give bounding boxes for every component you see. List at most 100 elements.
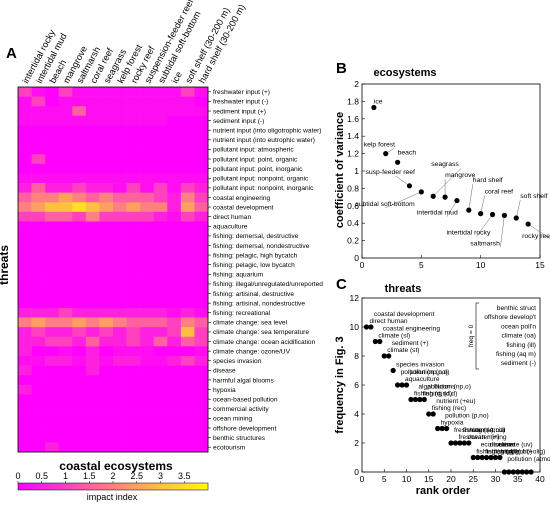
heatmap-cell [194, 403, 209, 414]
heatmap-cell [126, 173, 141, 184]
heatmap-cell [167, 442, 182, 453]
heatmap-cell [153, 432, 168, 443]
heatmap-cell [31, 125, 46, 136]
heatmap-cell [140, 365, 155, 376]
heatmap-cell [167, 250, 182, 261]
heatmap-cell [18, 307, 32, 318]
data-point [418, 189, 424, 195]
heatmap-cell [194, 231, 209, 241]
heatmap-cell [194, 135, 209, 145]
heatmap-cell [180, 355, 195, 366]
heatmap-cell [18, 327, 32, 338]
heatmap-cell [85, 413, 100, 424]
x-tick-label: 10 [402, 474, 412, 484]
heatmap-cell [194, 202, 209, 213]
heatmap-cell [153, 307, 168, 318]
heatmap-cell [180, 106, 195, 117]
point-label: pollution (atmo) [507, 456, 550, 463]
row-label: pollutant input: nonpoint, inorganic [213, 185, 314, 192]
heatmap-cell [85, 135, 100, 145]
heatmap-cell [45, 211, 60, 222]
heatmap-cell [45, 144, 60, 155]
data-point [461, 440, 467, 446]
zero-frequency-item: climate (oa) [502, 333, 536, 340]
data-point [363, 324, 370, 330]
heatmap-cell [58, 365, 73, 376]
heatmap-cell [180, 135, 195, 145]
heatmap-cell [31, 432, 46, 443]
heatmap-cell [126, 163, 141, 174]
heatmap-cell [99, 317, 114, 328]
heatmap-cell [45, 307, 60, 318]
heatmap-cell [18, 365, 32, 376]
panel-b-axes: 0 5 10 15 0 0.2 0.4 0.6 0.8 1 1.2 1.4 1.6 1.8 2 [347, 79, 545, 270]
heatmap-cell [31, 221, 46, 232]
heatmap-cell [99, 336, 114, 347]
heatmap-cell [153, 144, 168, 155]
y-tick-label: 1.4 [347, 131, 359, 141]
heatmap-cell [113, 327, 127, 338]
heatmap-cell [45, 298, 60, 309]
data-point [408, 396, 414, 403]
heatmap-cell [31, 211, 46, 222]
heatmap-cell [58, 279, 73, 290]
heatmap-cell [72, 250, 87, 261]
heatmap-cell [167, 279, 182, 290]
data-point [443, 425, 450, 432]
heatmap-cell [85, 259, 100, 270]
heatmap-cell [140, 211, 155, 222]
heatmap-cell [99, 298, 114, 309]
y-tick-label: 1.6 [347, 114, 359, 124]
heatmap-cell [99, 183, 114, 193]
heatmap-cell [113, 288, 127, 299]
heatmap-cell [113, 365, 127, 376]
heatmap-cell [194, 259, 209, 270]
heatmap-cell [167, 202, 182, 213]
heatmap-cell [45, 183, 60, 193]
heatmap-cell [72, 96, 87, 107]
heatmap-cell [126, 125, 141, 136]
heatmap-cell [45, 317, 60, 328]
heatmap-cell [45, 384, 60, 395]
heatmap-cell [167, 173, 182, 184]
heatmap-cell [126, 327, 141, 338]
data-point [395, 159, 401, 165]
data-point [452, 440, 459, 446]
heatmap-cell [31, 403, 46, 414]
heatmap-cell [113, 250, 127, 261]
heatmap-cell [31, 192, 46, 203]
heatmap-cell [58, 375, 73, 386]
data-point [386, 353, 392, 359]
point-label: seagrass [431, 161, 459, 168]
heatmap-cell [45, 269, 60, 280]
heatmap-cell [113, 221, 127, 232]
heatmap-cell [194, 423, 209, 434]
colorbar-tick-label: 2.5 [130, 471, 143, 481]
row-label: direct human [213, 214, 251, 221]
heatmap-cell [113, 183, 127, 193]
heatmap-cell [72, 259, 87, 270]
heatmap-cell [99, 154, 114, 165]
point-label: pollution (np,no) [401, 369, 448, 376]
heatmap-cell [85, 279, 100, 290]
zero-frequency-item: offshore develop't [484, 314, 536, 321]
heatmap-cell [153, 365, 168, 376]
heatmap-cell [194, 432, 209, 443]
heatmap-cell [126, 394, 141, 405]
point-label: coastal engineering [383, 326, 441, 333]
heatmap-cell [180, 403, 195, 414]
heatmap-cell [85, 375, 100, 386]
heatmap-cell [18, 375, 32, 386]
y-tick-label: 0 [354, 467, 359, 477]
heatmap-cell [31, 298, 46, 309]
data-point [399, 382, 405, 388]
data-point [501, 469, 507, 475]
heatmap-cell [58, 288, 73, 299]
heatmap-cell [113, 442, 127, 453]
row-label: coastal development [213, 204, 274, 211]
heatmap-cell [167, 135, 182, 145]
heatmap-cell [58, 115, 73, 126]
heatmap-cell [99, 307, 114, 318]
heatmap-cell [58, 384, 73, 395]
heatmap-cell [153, 327, 168, 338]
